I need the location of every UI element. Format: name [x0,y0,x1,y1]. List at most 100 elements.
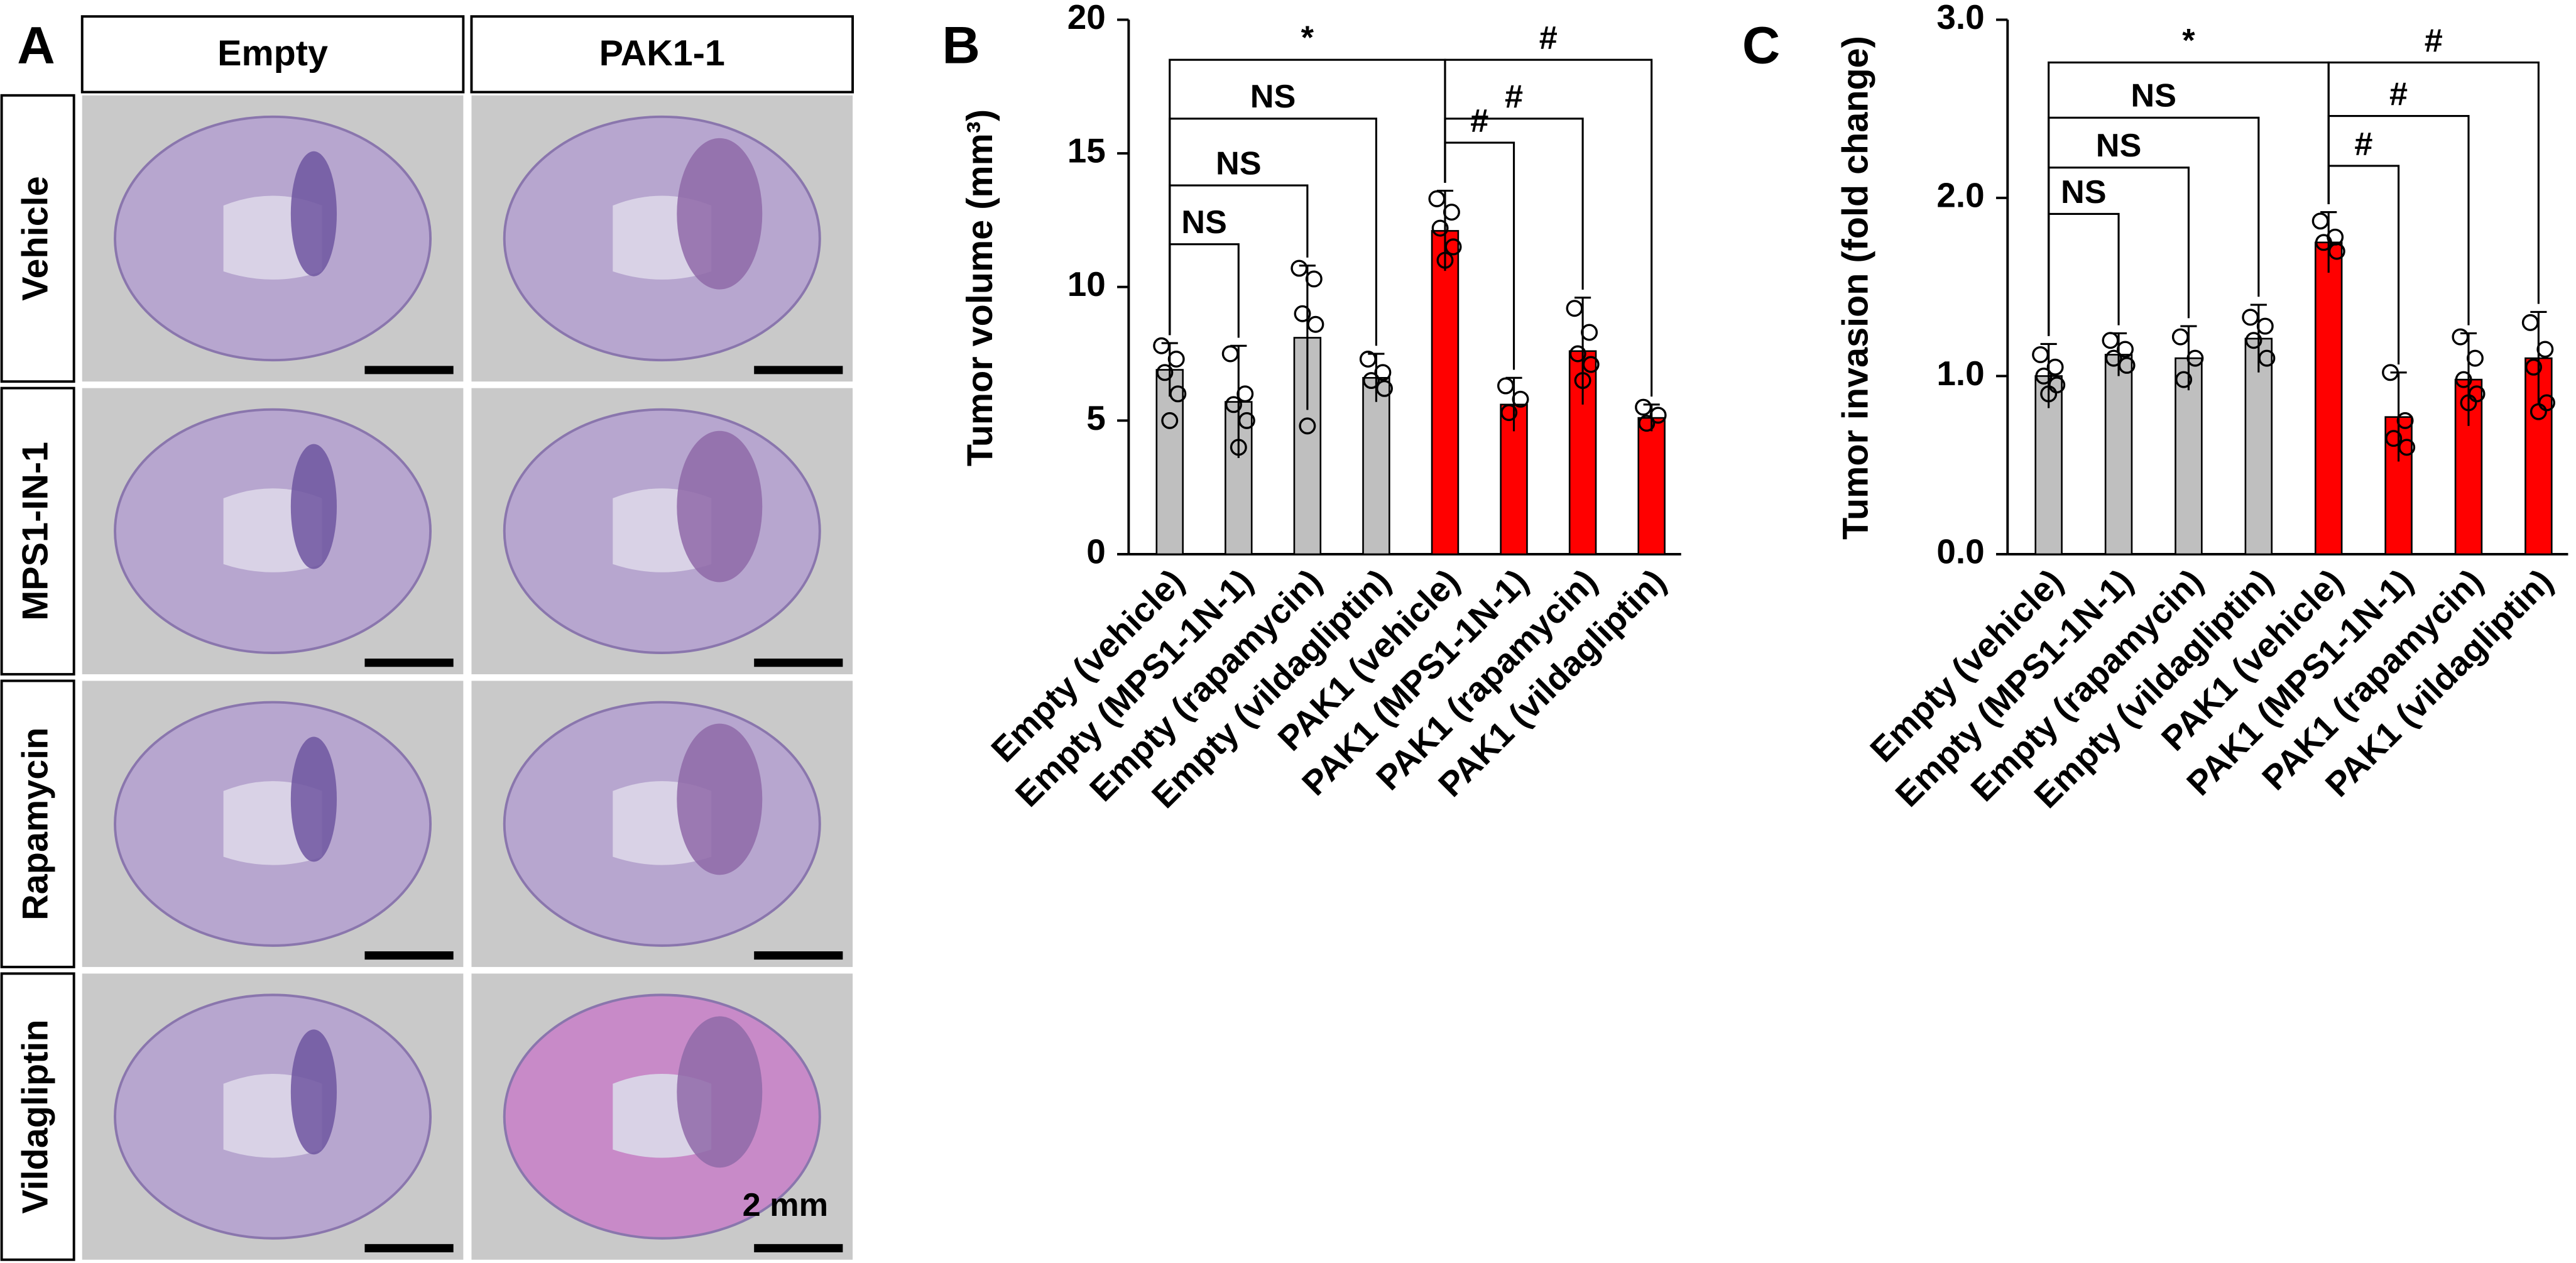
data-point [1569,345,1586,363]
data-point [2040,385,2058,403]
tumor [290,1029,337,1155]
data-point [1497,377,1514,395]
significance-bracket [2327,114,2470,325]
significance-label: * [2182,23,2195,59]
data-point [1638,415,1656,432]
row-header-box [0,972,75,1261]
data-point [1225,396,1242,413]
significance-label: * [1301,20,1314,57]
data-point [1291,260,1308,277]
data-point [2382,364,2399,381]
significance-bracket [2327,61,2540,304]
y-axis-title: Tumor invasion (fold change) [1836,36,1876,540]
significance-bracket [1169,243,1240,338]
tumor [677,430,763,582]
row-header-box [0,679,75,968]
data-point [1443,204,1460,221]
significance-bracket [1444,141,1515,370]
data-point [1169,385,1187,403]
data-point [1305,270,1323,288]
y-tick-label: 15 [1067,131,1106,170]
data-point [2452,328,2469,346]
panel-label: B [942,16,980,75]
data-point [2525,358,2543,376]
data-point [1153,337,1171,354]
data-point [2245,332,2262,349]
significance-label: NS [2131,78,2176,114]
data-point [1581,324,1598,341]
column-header: Empty [217,33,328,74]
data-point [1500,404,1518,422]
tumor [290,736,337,862]
significance-label: # [2389,76,2408,112]
chart-panel: C Tumor invasion (fold change) 0.0 1.0 2.0 3.… [1742,0,2568,816]
row-header: MPS1-IN-1 [15,442,55,621]
significance-label: NS [1181,204,1227,241]
data-point [1428,190,1446,207]
bar [1637,417,1666,555]
significance-label: NS [1250,79,1296,115]
significance-label: # [2425,23,2443,59]
significance-label: NS [2096,128,2142,164]
data-point [1161,412,1179,429]
data-point [1238,412,1255,429]
y-tick-label: 3.0 [1936,0,1984,36]
bar [2175,357,2203,555]
data-point [2521,314,2539,331]
data-point [2315,234,2332,251]
bar [1155,369,1184,555]
data-point [1299,417,1316,435]
data-point [1230,439,1247,456]
row-header: Vildagliptin [15,1019,55,1213]
data-point [2466,349,2484,367]
y-tick-label: 10 [1067,265,1106,303]
data-point [1363,372,1380,390]
data-point [2118,356,2136,374]
data-point [1156,364,1174,381]
data-point [2242,309,2259,326]
data-point [1635,398,1652,416]
panel-label: A [17,16,55,75]
data-point [1376,380,1393,397]
column-header: PAK1-1 [599,33,725,74]
y-tick-label: 2.0 [1936,175,1984,214]
data-point [2398,439,2416,456]
data-point [1582,356,1600,373]
data-point [2035,367,2053,385]
bar [2314,241,2343,555]
data-point [2117,341,2134,358]
data-point [2175,371,2193,388]
data-point [2396,412,2414,429]
tumor [677,1016,763,1168]
significance-label: # [1539,20,1558,57]
data-point [1374,364,1392,381]
data-point [1236,385,1254,403]
bar [1431,230,1460,555]
data-point [1431,219,1449,237]
panel-a: A Empty PAK1-1 [17,15,854,94]
data-point [2105,349,2122,367]
significance-bracket [2048,116,2260,336]
row-header: Vehicle [15,176,55,300]
bar [2244,337,2273,555]
data-point [2102,332,2119,349]
tumor [677,138,763,290]
data-point [2460,394,2477,412]
column-header-box [80,15,465,94]
significance-label: # [1470,102,1488,139]
data-point [2311,212,2329,230]
data-point [2530,403,2547,420]
significance-label: # [2354,126,2372,162]
data-point [2385,430,2403,447]
data-point [1512,390,1529,408]
data-point [2171,328,2189,346]
data-point [1221,345,1239,363]
data-point [1307,315,1324,333]
data-point [1574,372,1591,390]
bar [2104,354,2133,555]
data-point [2046,358,2064,376]
significance-bracket [2327,165,2400,365]
row-header-box [0,94,75,383]
y-tick-label: 5 [1086,398,1106,437]
